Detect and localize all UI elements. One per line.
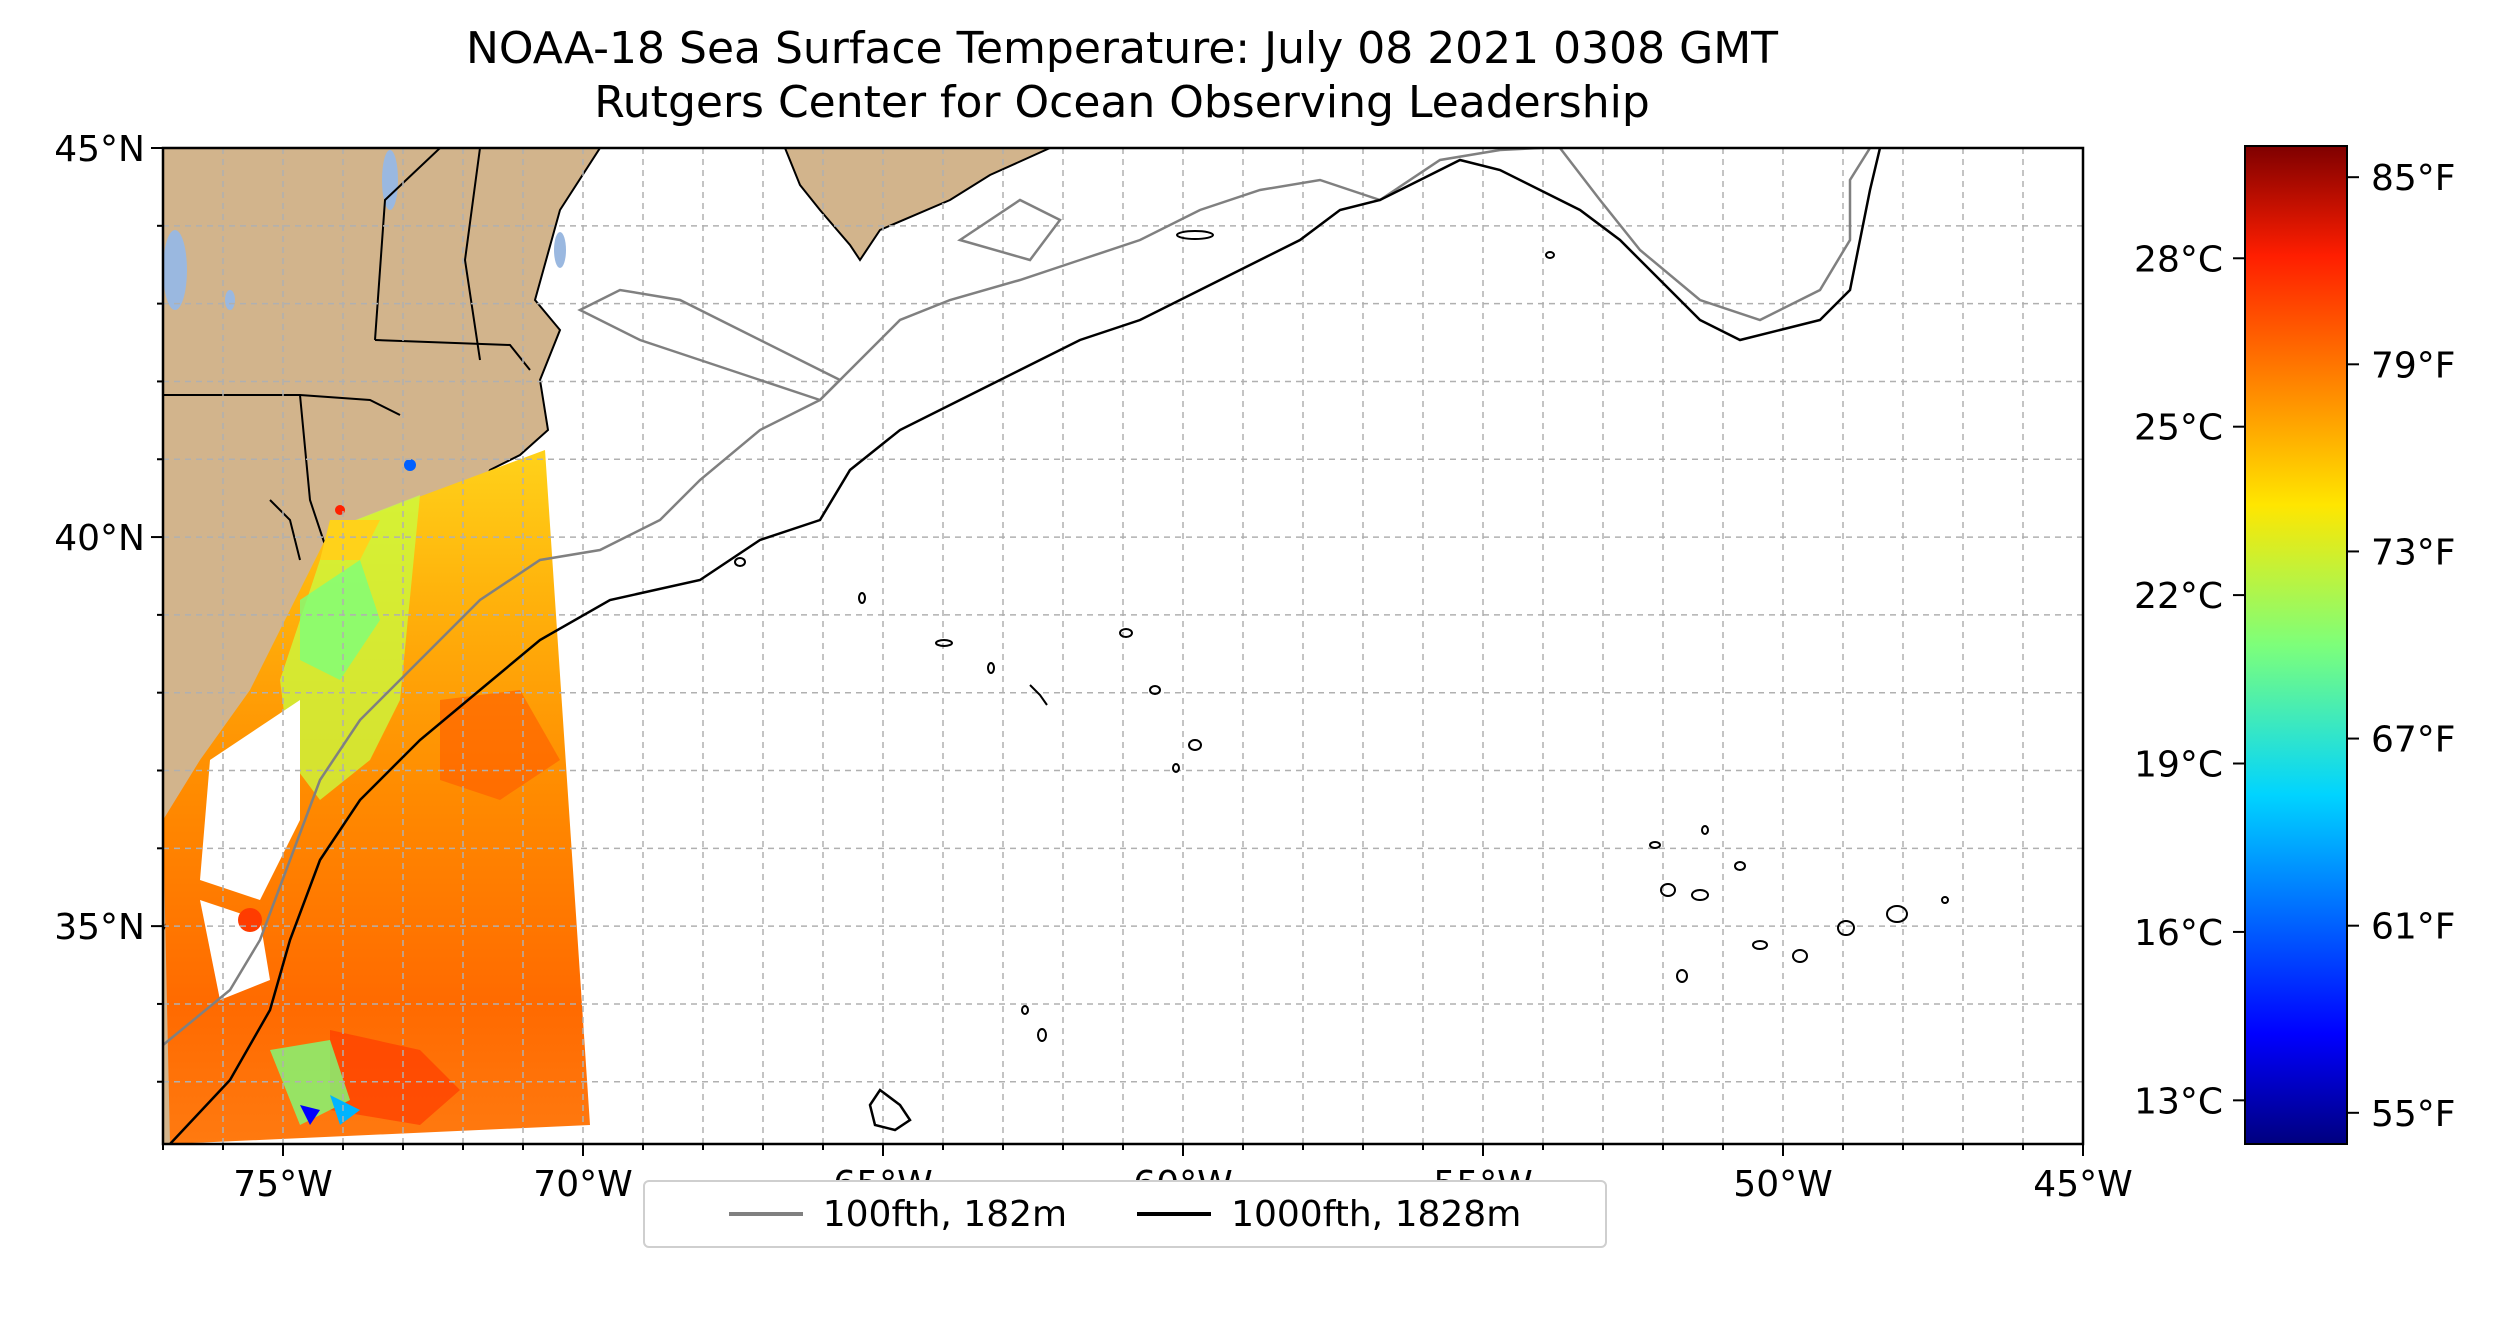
x-tick-label: 45°W — [2033, 1164, 2132, 1205]
colorbar-celsius-label: 19°C — [2134, 745, 2223, 786]
x-tick-label: 75°W — [233, 1164, 332, 1205]
x-tick-label: 70°W — [533, 1164, 632, 1205]
map-ticks — [151, 147, 2084, 1156]
colorbar-fahrenheit-label: 55°F — [2371, 1094, 2456, 1135]
colorbar-celsius-label: 22°C — [2134, 576, 2223, 617]
colorbar-fahrenheit-label: 67°F — [2371, 720, 2456, 761]
legend-label-100fth: 100fth, 182m — [822, 1193, 1068, 1235]
x-tick-label: 50°W — [1733, 1164, 1832, 1205]
legend-swatch-1000fth — [1137, 1212, 1212, 1216]
sst-swath — [163, 450, 590, 1144]
colorbar-fahrenheit-label: 61°F — [2371, 907, 2456, 948]
y-tick-label: 35°N — [54, 907, 145, 948]
seamounts — [734, 230, 1949, 1042]
colorbar-fahrenheit-label: 79°F — [2371, 345, 2456, 386]
colorbar-celsius-label: 13°C — [2134, 1081, 2223, 1122]
legend-entry-100fth: 100fth, 182m — [728, 1193, 1068, 1235]
y-tick-label: 40°N — [54, 518, 145, 559]
map-title: NOAA-18 Sea Surface Temperature: July 08… — [160, 22, 2084, 130]
isobath-100fth — [163, 148, 1872, 1046]
legend-swatch-100fth — [728, 1212, 803, 1216]
legend-label-1000fth: 1000fth, 1828m — [1231, 1193, 1522, 1235]
y-tick-labels: 35°N 40°N 45°N — [54, 129, 145, 948]
colorbar-celsius-label: 28°C — [2134, 239, 2223, 280]
colorbar-celsius-label: 16°C — [2134, 913, 2223, 954]
title-line-2: Rutgers Center for Ocean Observing Leade… — [594, 77, 1650, 128]
colorbar-fahrenheit-label: 85°F — [2371, 158, 2456, 199]
isobath-1000fth — [169, 148, 1882, 1144]
colorbar-celsius-ticks: 13°C 16°C 19°C 22°C 25°C 28°C — [2134, 239, 2245, 1122]
colorbar — [2244, 145, 2348, 1145]
legend-entry-1000fth: 1000fth, 1828m — [1137, 1194, 1521, 1235]
lakes — [163, 150, 566, 310]
title-line-1: NOAA-18 Sea Surface Temperature: July 08… — [465, 23, 1779, 74]
y-tick-label: 45°N — [54, 129, 145, 170]
legend: 100fth, 182m 1000fth, 1828m — [643, 1180, 1607, 1248]
colorbar-fahrenheit-ticks: 55°F 61°F 67°F 73°F 79°F 85°F — [2347, 158, 2456, 1135]
gridlines — [163, 148, 2083, 1144]
colorbar-fahrenheit-label: 73°F — [2371, 532, 2456, 573]
colorbar-celsius-label: 25°C — [2134, 408, 2223, 449]
